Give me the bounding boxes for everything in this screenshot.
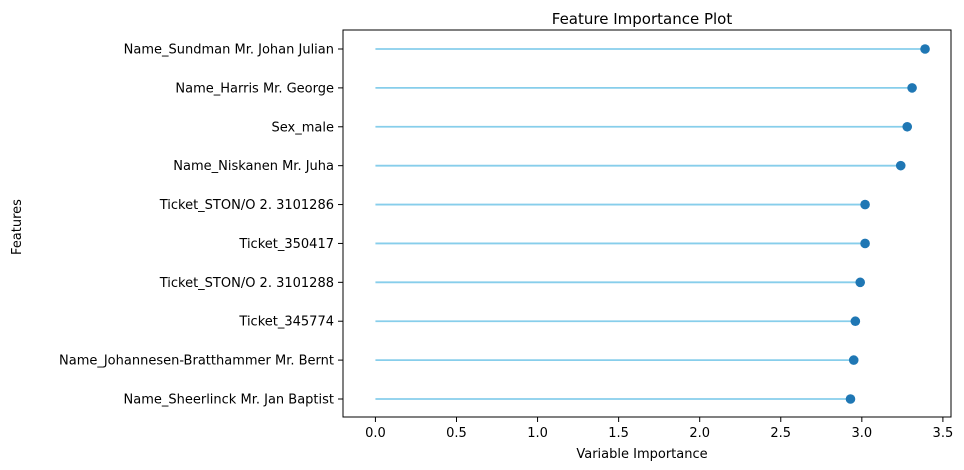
- importance-point: [895, 160, 906, 171]
- x-axis-label: Variable Importance: [576, 447, 707, 462]
- y-tick-label: Name_Harris Mr. George: [175, 81, 334, 96]
- importance-point: [860, 199, 870, 210]
- x-tick-label: 0.5: [446, 426, 467, 441]
- x-tick-label: 3.5: [933, 426, 954, 441]
- y-tick-label: Sex_male: [272, 120, 334, 135]
- x-tick-label: 0.0: [365, 426, 386, 441]
- importance-point: [845, 394, 856, 404]
- plot-area: [375, 44, 930, 404]
- importance-point: [848, 355, 859, 365]
- importance-point: [850, 316, 861, 327]
- importance-point: [920, 44, 930, 54]
- importance-point: [855, 277, 866, 288]
- x-tick-label: 1.5: [608, 426, 629, 441]
- axes-frame: [342, 29, 952, 418]
- y-tick-label: Ticket_350417: [238, 237, 334, 252]
- y-axis-ticks: Name_Sundman Mr. Johan Julian Name_Harris…: [59, 43, 343, 408]
- y-tick-label: Name_Niskanen Mr. Juha: [173, 159, 334, 174]
- y-tick-label: Name_Sundman Mr. Johan Julian: [124, 43, 334, 58]
- y-axis-label: Features: [10, 199, 25, 255]
- x-tick-label: 2.0: [689, 426, 710, 441]
- x-axis-ticks: 0.0 0.5 1.0 1.5 2.0 2.5 3.0 3.5: [365, 417, 953, 441]
- importance-point: [907, 83, 917, 93]
- importance-point: [902, 121, 913, 132]
- x-tick-label: 3.0: [851, 426, 872, 441]
- y-tick-label: Ticket_STON/O 2. 3101286: [159, 198, 334, 213]
- chart-title: Feature Importance Plot: [552, 10, 733, 28]
- y-tick-label: Ticket_345774: [238, 315, 334, 330]
- x-tick-label: 1.0: [527, 426, 548, 441]
- x-tick-label: 2.5: [770, 426, 791, 441]
- importance-point: [860, 238, 870, 249]
- y-tick-label: Name_Johannesen-Bratthammer Mr. Bernt: [59, 354, 334, 369]
- y-tick-label: Name_Sheerlinck Mr. Jan Baptist: [124, 393, 334, 408]
- y-tick-label: Ticket_STON/O 2. 3101288: [159, 276, 334, 291]
